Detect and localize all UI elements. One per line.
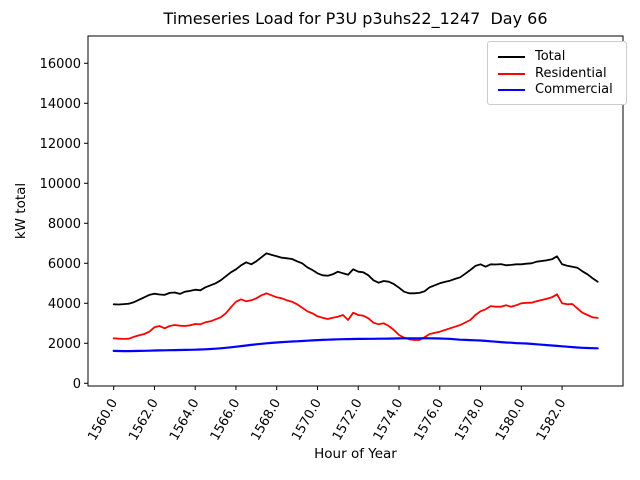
x-tick-label: 1574.0 <box>371 397 407 444</box>
y-tick-label: 4000 <box>48 297 81 312</box>
legend-entry-total: Total <box>498 49 618 65</box>
legend-line-sample-residential <box>498 72 525 75</box>
series-line-commercial <box>112 337 599 353</box>
series-line-total <box>112 252 599 306</box>
y-tick-label: 10000 <box>40 177 81 192</box>
y-tick-label: 14000 <box>40 97 81 112</box>
x-tick-label: 1572.0 <box>330 397 366 444</box>
legend: Total Residential Commercial <box>487 41 627 105</box>
y-tick-label: 2000 <box>48 337 81 352</box>
y-tick-label: 16000 <box>40 57 81 72</box>
x-tick-label: 1580.0 <box>493 397 529 444</box>
x-tick-label: 1566.0 <box>208 397 244 444</box>
x-tick-label: 1576.0 <box>411 397 447 444</box>
legend-line-sample-commercial <box>498 89 525 91</box>
axes-frame <box>87 35 624 387</box>
x-tick-label: 1578.0 <box>452 396 488 443</box>
x-tick-label: 1568.0 <box>248 397 284 444</box>
legend-line-sample-total <box>498 56 525 58</box>
x-tick-label: 1564.0 <box>167 397 203 444</box>
legend-label-residential: Residential <box>535 65 607 81</box>
x-tick-label: 1560.0 <box>85 397 121 444</box>
x-tick-label: 1582.0 <box>534 397 570 444</box>
y-tick-label: 12000 <box>40 137 81 152</box>
legend-entry-residential: Residential <box>498 66 618 82</box>
chart-title: Timeseries Load for P3U p3uhs22_1247 Day… <box>163 9 548 28</box>
x-axis-label: Hour of Year <box>314 446 397 462</box>
legend-label-commercial: Commercial <box>535 82 613 97</box>
legend-label-total: Total <box>535 49 566 64</box>
y-tick-label: 8000 <box>48 217 81 232</box>
x-tick-label: 1562.0 <box>126 397 162 444</box>
y-tick-label: 6000 <box>48 257 81 272</box>
x-tick-label: 1570.0 <box>289 397 325 444</box>
y-tick-label: 0 <box>73 377 81 392</box>
legend-entry-commercial: Commercial <box>498 82 618 98</box>
series-line-residential <box>112 292 599 341</box>
